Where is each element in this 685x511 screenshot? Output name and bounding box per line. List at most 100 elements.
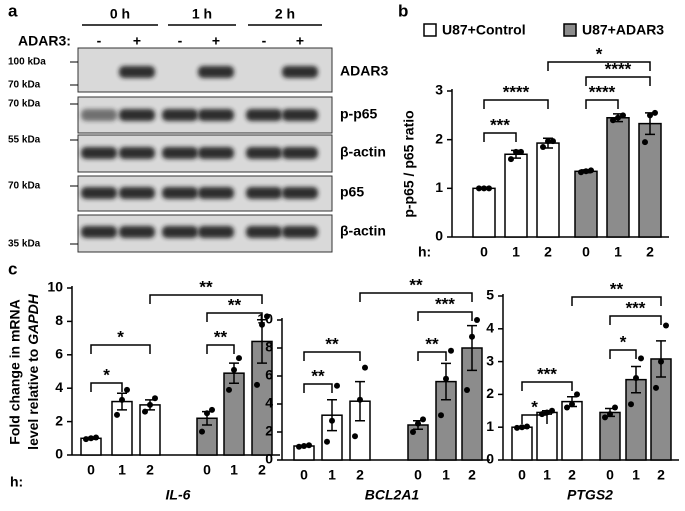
x-tick-label: 0 (518, 467, 526, 483)
data-point (301, 443, 307, 449)
significance-bracket (521, 381, 573, 391)
blot-band (119, 66, 155, 78)
significance-label: ** (325, 334, 339, 353)
data-point (540, 143, 546, 150)
marker-label: 70 kDa (8, 181, 41, 192)
y-tick-label: 0 (55, 446, 63, 462)
significance-label: ** (409, 275, 423, 294)
data-point (114, 411, 120, 418)
y-tick-label: 10 (47, 279, 63, 295)
data-point (564, 404, 570, 411)
x-prefix: h: (418, 244, 431, 260)
significance-label: * (117, 327, 124, 346)
marker-label: 35 kDa (8, 239, 41, 250)
data-point (199, 428, 205, 435)
significance-bracket (206, 344, 235, 354)
blot-band (119, 226, 155, 238)
protein-label: β-actin (340, 144, 386, 160)
x-tick-label: 2 (657, 467, 665, 483)
blot-band (282, 66, 318, 78)
data-point (578, 169, 584, 176)
data-point (306, 442, 312, 449)
data-point (612, 404, 618, 411)
significance-label: ** (228, 295, 242, 314)
significance-bracket (609, 315, 662, 325)
data-point (264, 313, 270, 320)
data-point (524, 423, 530, 430)
blot-band (81, 147, 117, 159)
x-tick-label: 2 (146, 462, 154, 478)
significance-label: ** (425, 334, 439, 353)
timepoint-label: 1 h (192, 6, 212, 22)
data-point (334, 382, 340, 389)
data-point (124, 386, 130, 393)
data-point (474, 317, 480, 323)
x-tick-label: 1 (442, 467, 450, 483)
significance-bracket (206, 312, 263, 322)
x-tick-label: 1 (230, 462, 238, 478)
data-point (583, 168, 589, 175)
data-point (324, 438, 330, 445)
data-point (569, 401, 575, 408)
data-point (254, 381, 260, 388)
panel-label: b (398, 1, 408, 20)
blot-band (162, 226, 198, 238)
x-tick-label: 2 (568, 467, 576, 483)
timepoint-label: 0 h (110, 6, 130, 22)
legend-swatch (423, 23, 437, 37)
data-point (638, 355, 644, 362)
data-point (443, 375, 449, 382)
data-point (653, 384, 659, 391)
data-point (615, 114, 621, 121)
data-point (142, 408, 148, 415)
significance-bracket (585, 76, 651, 86)
y-tick-label: 3 (486, 352, 494, 368)
blot-band (246, 109, 282, 121)
x-tick-label: 2 (356, 467, 364, 483)
y-tick-label: 0 (265, 451, 273, 467)
protein-label: p-p65 (340, 106, 378, 122)
x-tick-label: 2 (544, 244, 552, 260)
significance-label: ** (610, 279, 624, 298)
y-axis-label: p-p65 / p65 ratio (401, 110, 417, 217)
blot-band (81, 187, 117, 199)
panel-label: c (8, 259, 17, 278)
y-tick-label: 5 (486, 287, 494, 303)
data-point (226, 386, 232, 393)
y-tick-label: 8 (55, 312, 63, 328)
x-axis-label: BCL2A1 (365, 487, 420, 503)
bar (472, 187, 496, 238)
x-tick-label: 0 (480, 244, 488, 260)
data-point (469, 333, 475, 340)
error-bar (327, 399, 337, 432)
protein-label: p65 (340, 184, 364, 200)
lane-sign: - (262, 33, 267, 49)
x-prefix: h: (10, 474, 23, 490)
data-point (544, 409, 550, 416)
data-point (415, 420, 421, 427)
data-point (518, 148, 524, 155)
data-point (663, 322, 669, 329)
significance-bracket (609, 349, 637, 359)
data-point (481, 185, 487, 192)
blot-band (162, 147, 198, 159)
data-point (448, 347, 454, 354)
x-tick-label: 1 (512, 244, 520, 260)
marker-label: 100 kDa (8, 57, 46, 68)
data-point (550, 138, 556, 145)
data-point (514, 424, 520, 431)
lane-sign: + (296, 33, 304, 49)
bar (638, 122, 662, 238)
bar (574, 170, 598, 238)
legend-swatch (563, 23, 577, 37)
y-tick-label: 2 (486, 385, 494, 401)
data-point (574, 391, 580, 398)
y-tick-label: 2 (55, 412, 63, 428)
significance-bracket (547, 61, 651, 71)
data-point (602, 414, 608, 421)
data-point (236, 355, 242, 362)
blot-band (282, 226, 318, 238)
data-point (152, 395, 158, 402)
significance-label: **** (503, 82, 530, 101)
